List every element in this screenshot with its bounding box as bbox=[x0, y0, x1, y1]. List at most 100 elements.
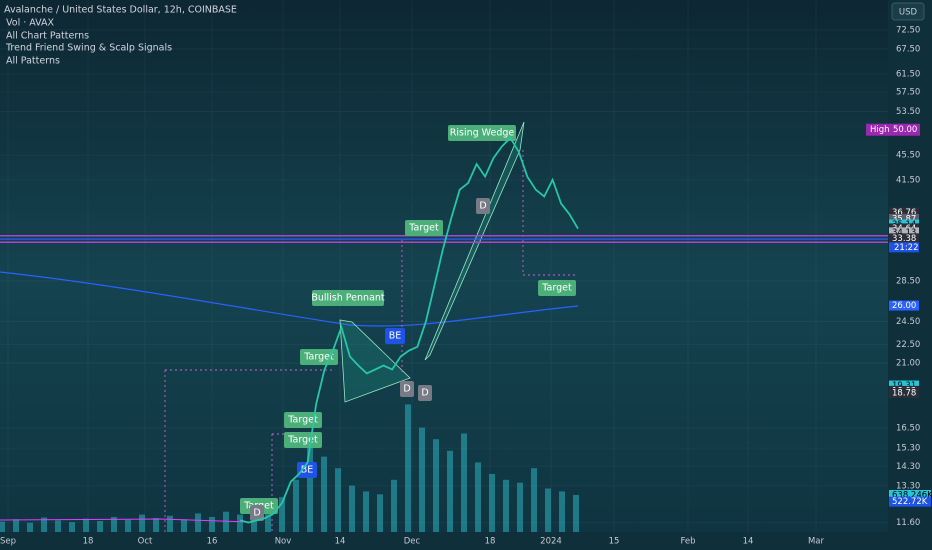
plot bbox=[0, 404, 579, 532]
price-axis-panel bbox=[888, 0, 932, 550]
x-tick-label: Sep bbox=[0, 537, 16, 547]
x-tick-label: Feb bbox=[680, 537, 695, 547]
pattern-label-box bbox=[385, 328, 405, 344]
price-tag-label: 26.00 bbox=[892, 301, 916, 311]
volume-bar bbox=[503, 479, 509, 532]
volume-bar bbox=[517, 482, 523, 532]
pattern-label: Target bbox=[541, 283, 572, 294]
volume-bar bbox=[97, 520, 103, 532]
pattern-label: Target bbox=[287, 435, 318, 446]
pattern-label-box bbox=[405, 220, 443, 236]
x-tick-label: 14 bbox=[335, 537, 346, 547]
volume-bar bbox=[41, 517, 47, 532]
volume-bar bbox=[237, 514, 243, 532]
volume-bar bbox=[69, 522, 75, 532]
currency-button[interactable] bbox=[891, 2, 925, 21]
pennant bbox=[339, 319, 411, 403]
y-tick-label: 15.30 bbox=[896, 444, 920, 454]
pattern-label: D bbox=[479, 201, 486, 212]
y-tick-label: 21.00 bbox=[896, 358, 920, 368]
legend-title: Avalanche / United States Dollar, 12h, C… bbox=[4, 5, 237, 16]
volume-bar bbox=[419, 427, 425, 532]
y-tick-label: 67.50 bbox=[896, 45, 920, 55]
volume-bar bbox=[27, 522, 33, 532]
high-label: High bbox=[870, 125, 890, 135]
price-tag bbox=[889, 227, 919, 238]
volume-bar bbox=[335, 468, 341, 532]
price-tag bbox=[889, 233, 919, 244]
volume-bar bbox=[447, 450, 453, 532]
pattern-label-box bbox=[538, 280, 576, 296]
y-tick-label: 53.50 bbox=[896, 107, 920, 117]
pattern-label: BE bbox=[389, 331, 402, 342]
pattern-label-box bbox=[400, 381, 414, 397]
volume-bar bbox=[167, 515, 173, 532]
volume-bar bbox=[475, 462, 481, 532]
volume-bar bbox=[391, 479, 397, 532]
volume-bar bbox=[83, 518, 89, 532]
volume-bar bbox=[545, 488, 551, 532]
volume-bar bbox=[223, 511, 229, 532]
pattern-label: BE bbox=[301, 465, 314, 476]
y-tick-label: 14.30 bbox=[896, 462, 920, 472]
y-tick-label: 57.50 bbox=[896, 88, 920, 98]
volume-bar bbox=[433, 439, 439, 532]
wedge bbox=[424, 121, 525, 361]
countdown-tag bbox=[889, 242, 919, 253]
pattern-label: Target bbox=[303, 352, 334, 363]
y-tick-label: 72.50 bbox=[896, 25, 920, 35]
volume-tag-label: 638.246K bbox=[892, 490, 932, 500]
legend-indicator: Trend Friend Swing & Scalp Signals bbox=[5, 43, 172, 54]
y-tick-label: 61.50 bbox=[896, 70, 920, 80]
high-value: 50.00 bbox=[893, 125, 917, 135]
x-tick-label: 15 bbox=[609, 537, 620, 547]
pattern-label-box bbox=[448, 125, 516, 141]
currency-label[interactable]: USD bbox=[899, 8, 918, 18]
y-tick-label: 11.60 bbox=[896, 518, 920, 528]
y-tick-label: 45.50 bbox=[896, 151, 920, 161]
volume-bar bbox=[195, 513, 201, 532]
volume-bar bbox=[293, 479, 299, 532]
x-tick-label: 18 bbox=[485, 537, 496, 547]
pattern-label: Target bbox=[408, 223, 439, 234]
legend-indicator: Vol · AVAX bbox=[6, 18, 55, 29]
price-tag-label: 34.13 bbox=[892, 228, 916, 238]
volume-bar bbox=[13, 519, 19, 532]
pattern-label: Rising Wedge bbox=[450, 128, 515, 139]
y-tick-label: 13.30 bbox=[896, 481, 920, 491]
x-tick-label: Mar bbox=[808, 537, 825, 547]
volume-bar bbox=[0, 521, 5, 532]
volume-bar bbox=[405, 404, 411, 532]
volume-bar bbox=[55, 520, 61, 532]
volume-bar bbox=[461, 433, 467, 532]
price-tag-label: 35.87 bbox=[892, 215, 916, 225]
price-tag bbox=[889, 380, 919, 391]
legend-indicator: All Chart Patterns bbox=[6, 31, 89, 42]
pattern-label: D bbox=[253, 508, 260, 519]
time-axis-panel bbox=[0, 532, 932, 550]
y-tick-label: 24.50 bbox=[896, 317, 920, 327]
pattern-label: Bullish Pennant bbox=[311, 293, 385, 304]
price-tag-label: 36.76 bbox=[892, 208, 916, 218]
price-tag bbox=[889, 214, 919, 225]
volume-bar bbox=[489, 474, 495, 532]
y-tick-label: 28.50 bbox=[896, 276, 920, 286]
level-line bbox=[0, 238, 888, 240]
volume-bar bbox=[265, 509, 271, 532]
high-tag bbox=[866, 123, 920, 136]
x-tick-label: Nov bbox=[275, 537, 292, 547]
pattern-label-box bbox=[418, 385, 432, 401]
price-tag bbox=[889, 207, 919, 218]
pattern-label: D bbox=[421, 388, 428, 399]
price-tag-label: 33.38 bbox=[892, 234, 916, 244]
volume-bar bbox=[307, 445, 313, 532]
pattern-label-box bbox=[284, 432, 322, 448]
price-tag bbox=[889, 388, 919, 399]
volume-bar bbox=[531, 468, 537, 532]
volume-tag bbox=[889, 489, 931, 500]
pattern-label-box bbox=[312, 290, 384, 306]
volume-bar bbox=[377, 494, 383, 532]
volume-bar bbox=[349, 485, 355, 532]
x-tick-label: Oct bbox=[138, 537, 153, 547]
